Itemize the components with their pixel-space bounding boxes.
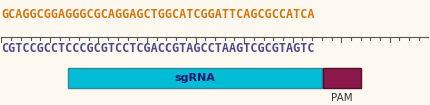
Text: GCAGGCGGAGGGCGCAGGAGCTGGCATCGGATTCAGCGCCATCA: GCAGGCGGAGGGCGCAGGAGCTGGCATCGGATTCAGCGCC…: [1, 8, 315, 21]
Text: CGTCCGCCTCCCGCGTCCTCGACCGTAGCCTAAGTCGCGTAGTC: CGTCCGCCTCCCGCGTCCTCGACCGTAGCCTAAGTCGCGT…: [1, 42, 315, 55]
Text: sgRNA: sgRNA: [174, 73, 215, 83]
Text: PAM: PAM: [331, 93, 353, 103]
Bar: [322, 68, 361, 89]
Bar: [68, 68, 322, 89]
